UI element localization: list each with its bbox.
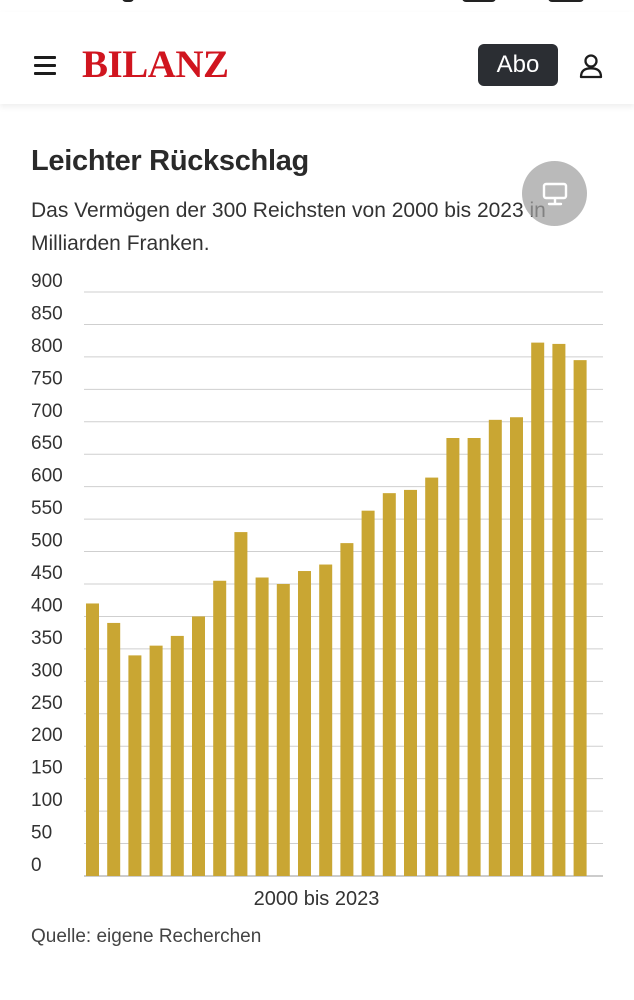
y-tick-label: 100 xyxy=(31,790,63,811)
bar xyxy=(298,571,311,876)
hamburger-menu-icon-line xyxy=(34,72,56,75)
y-tick-label: 600 xyxy=(31,466,63,487)
status-bar xyxy=(0,0,634,12)
x-axis-label: 2000 bis 2023 xyxy=(254,888,380,910)
y-tick-label: 800 xyxy=(31,336,63,357)
chart-bars xyxy=(86,342,587,877)
y-tick-label: 450 xyxy=(31,563,63,584)
bar xyxy=(107,622,121,876)
abo-button[interactable]: Abo xyxy=(478,44,558,86)
status-battery-icon xyxy=(548,0,584,2)
bar xyxy=(510,417,523,876)
bar xyxy=(192,616,205,876)
y-tick-label: 750 xyxy=(31,368,63,389)
y-tick-label: 350 xyxy=(31,628,63,649)
bar xyxy=(467,438,481,876)
y-tick-label: 650 xyxy=(31,433,63,454)
y-tick-label: 850 xyxy=(31,303,63,324)
bar xyxy=(573,360,587,877)
y-tick-label: 50 xyxy=(31,823,52,844)
y-tick-label: 250 xyxy=(31,693,63,714)
bar xyxy=(531,342,545,876)
y-tick-label: 0 xyxy=(31,855,42,876)
presentation-mode-button[interactable] xyxy=(522,161,587,226)
y-tick-label: 550 xyxy=(31,498,63,519)
y-tick-label: 900 xyxy=(31,271,63,292)
bar xyxy=(149,645,163,876)
y-tick-label: 300 xyxy=(31,660,63,681)
bar xyxy=(213,580,227,876)
site-header: BILANZ Abo xyxy=(0,12,634,104)
bar xyxy=(255,577,269,876)
hamburger-menu-icon xyxy=(34,56,56,59)
status-signal-icon xyxy=(122,0,134,2)
y-tick-label: 500 xyxy=(31,531,63,552)
y-tick-label: 200 xyxy=(31,725,63,746)
bar xyxy=(446,438,460,876)
bar xyxy=(276,584,290,876)
bar xyxy=(488,419,502,876)
presentation-icon xyxy=(542,182,568,206)
account-button[interactable] xyxy=(577,52,605,80)
hamburger-menu-icon-line xyxy=(34,64,56,67)
bar xyxy=(128,655,142,876)
bar xyxy=(361,510,375,876)
y-tick-label: 400 xyxy=(31,595,63,616)
user-icon xyxy=(579,54,603,79)
bar-chart: 0 50 100 150 200 250 300 350 400 450 500 550 600 650 7… xyxy=(31,271,603,910)
menu-button[interactable] xyxy=(30,52,60,78)
bar xyxy=(234,532,248,876)
bar xyxy=(319,564,333,876)
status-wifi-icon xyxy=(462,0,496,2)
bilanz-logo[interactable]: BILANZ xyxy=(82,43,229,86)
bar xyxy=(425,477,439,876)
bar xyxy=(340,543,354,876)
bar xyxy=(404,489,417,876)
bar xyxy=(382,493,396,876)
bar xyxy=(170,635,184,876)
bar xyxy=(86,603,99,876)
y-tick-label: 700 xyxy=(31,401,63,422)
chart-title: Leichter Rückschlag xyxy=(31,145,309,177)
chart-source: Quelle: eigene Recherchen xyxy=(31,926,262,947)
chart-subtitle: Das Vermögen der 300 Reichsten von 2000 … xyxy=(31,199,546,255)
chart-labels: 0 50 100 150 200 250 300 350 400 450 500 550 600 650 7… xyxy=(31,271,379,910)
y-tick-label: 150 xyxy=(31,758,63,779)
bar xyxy=(552,343,566,876)
